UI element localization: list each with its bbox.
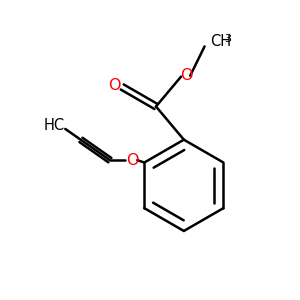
Text: O: O bbox=[180, 68, 193, 82]
Text: HC: HC bbox=[44, 118, 65, 134]
Text: O: O bbox=[126, 153, 138, 168]
Text: 3: 3 bbox=[224, 34, 231, 44]
Text: O: O bbox=[109, 78, 121, 93]
Text: CH: CH bbox=[211, 34, 232, 50]
